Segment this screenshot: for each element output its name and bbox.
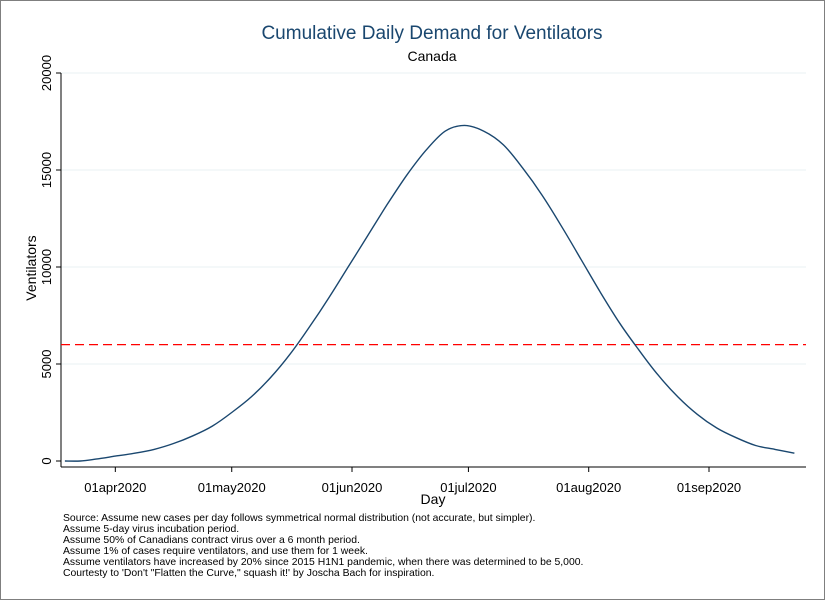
x-tick-label: 01aug2020 xyxy=(556,480,621,495)
plot-area xyxy=(61,124,806,462)
x-tick-label: 01sep2020 xyxy=(677,480,741,495)
footnote-line: Source: Assume new cases per day follows… xyxy=(63,513,535,524)
x-tick-label: 01apr2020 xyxy=(84,480,146,495)
footnote-line: Assume 1% of cases require ventilators, … xyxy=(63,546,368,557)
y-tick-label: 0 xyxy=(39,457,54,464)
footnote-line: Assume ventilators have increased by 20%… xyxy=(63,557,583,568)
x-axis-title: Day xyxy=(421,491,446,507)
x-axis: 01apr2020 01may2020 01jun2020 01jul2020 01au… xyxy=(61,466,806,495)
footnotes: Source: Assume new cases per day follows… xyxy=(63,513,583,579)
chart-subtitle: Canada xyxy=(407,48,456,64)
y-axis-title: Ventilators xyxy=(23,235,39,300)
x-tick-label: 01jul2020 xyxy=(440,480,496,495)
y-tick-label: 15000 xyxy=(39,152,54,188)
chart-title: Cumulative Daily Demand for Ventilators xyxy=(261,23,602,44)
x-tick-label: 01jun2020 xyxy=(322,480,383,495)
y-axis: 0 5000 10000 15000 20000 xyxy=(39,55,62,467)
demand-series-line xyxy=(64,124,795,462)
x-tick-label: 01may2020 xyxy=(198,480,266,495)
gridlines xyxy=(61,72,806,365)
y-tick-label: 20000 xyxy=(39,55,54,91)
footnote-line: Courtesty to 'Don't "Flatten the Curve,"… xyxy=(63,568,434,579)
footnote-line: Assume 50% of Canadians contract virus o… xyxy=(63,535,360,546)
y-tick-label: 10000 xyxy=(39,249,54,285)
y-tick-label: 5000 xyxy=(39,350,54,379)
footnote-line: Assume 5-day virus incubation period. xyxy=(63,524,239,535)
